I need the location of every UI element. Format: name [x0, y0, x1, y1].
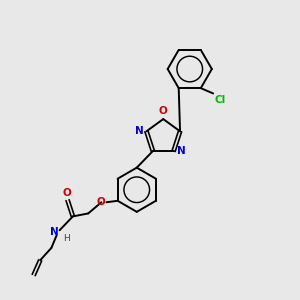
Text: O: O [63, 188, 71, 198]
Text: O: O [96, 197, 105, 207]
Text: Cl: Cl [214, 94, 226, 105]
Text: O: O [159, 106, 168, 116]
Text: N: N [177, 146, 185, 156]
Text: N: N [135, 126, 143, 136]
Text: N: N [50, 227, 58, 237]
Text: H: H [63, 234, 70, 243]
